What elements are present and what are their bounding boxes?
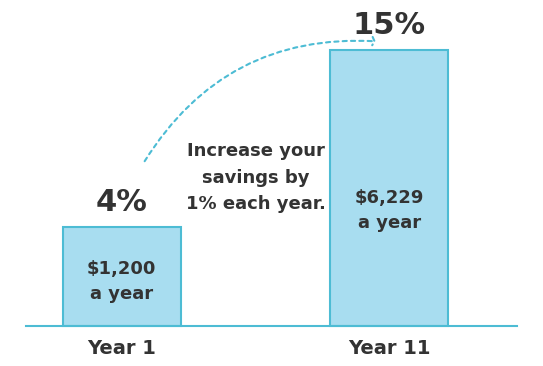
Text: Increase your
savings by
1% each year.: Increase your savings by 1% each year. (186, 142, 325, 213)
FancyBboxPatch shape (63, 227, 181, 326)
Text: 4%: 4% (96, 188, 148, 217)
FancyBboxPatch shape (330, 50, 448, 326)
Text: Year 11: Year 11 (348, 339, 431, 358)
Text: $1,200
a year: $1,200 a year (87, 260, 156, 303)
Text: 15%: 15% (352, 11, 426, 40)
Text: $6,229
a year: $6,229 a year (355, 189, 424, 232)
Text: Year 1: Year 1 (87, 339, 156, 358)
